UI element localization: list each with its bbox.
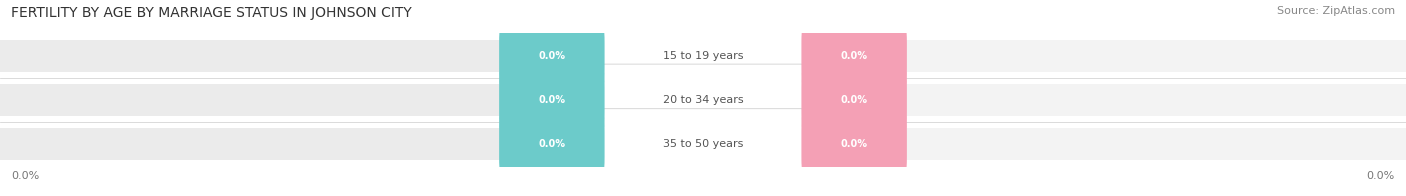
Text: FERTILITY BY AGE BY MARRIAGE STATUS IN JOHNSON CITY: FERTILITY BY AGE BY MARRIAGE STATUS IN J…: [11, 6, 412, 20]
Text: 0.0%: 0.0%: [1367, 171, 1395, 181]
Text: 0.0%: 0.0%: [11, 171, 39, 181]
FancyBboxPatch shape: [499, 65, 605, 135]
Text: 0.0%: 0.0%: [841, 51, 868, 61]
Bar: [0, 84, 703, 116]
Bar: [703, 128, 1406, 160]
Text: Source: ZipAtlas.com: Source: ZipAtlas.com: [1277, 6, 1395, 16]
Text: 0.0%: 0.0%: [538, 139, 565, 149]
FancyBboxPatch shape: [602, 109, 804, 180]
Text: 20 to 34 years: 20 to 34 years: [662, 95, 744, 105]
Bar: [0, 128, 703, 160]
FancyBboxPatch shape: [801, 20, 907, 91]
FancyBboxPatch shape: [499, 109, 605, 180]
Text: 0.0%: 0.0%: [538, 95, 565, 105]
Text: 0.0%: 0.0%: [538, 51, 565, 61]
FancyBboxPatch shape: [602, 64, 804, 136]
Text: 0.0%: 0.0%: [841, 95, 868, 105]
Bar: [703, 40, 1406, 72]
FancyBboxPatch shape: [602, 20, 804, 91]
FancyBboxPatch shape: [801, 109, 907, 180]
Text: 35 to 50 years: 35 to 50 years: [662, 139, 744, 149]
FancyBboxPatch shape: [499, 20, 605, 91]
Bar: [703, 84, 1406, 116]
Text: 0.0%: 0.0%: [841, 139, 868, 149]
Text: 15 to 19 years: 15 to 19 years: [662, 51, 744, 61]
Bar: [0, 40, 703, 72]
FancyBboxPatch shape: [801, 65, 907, 135]
